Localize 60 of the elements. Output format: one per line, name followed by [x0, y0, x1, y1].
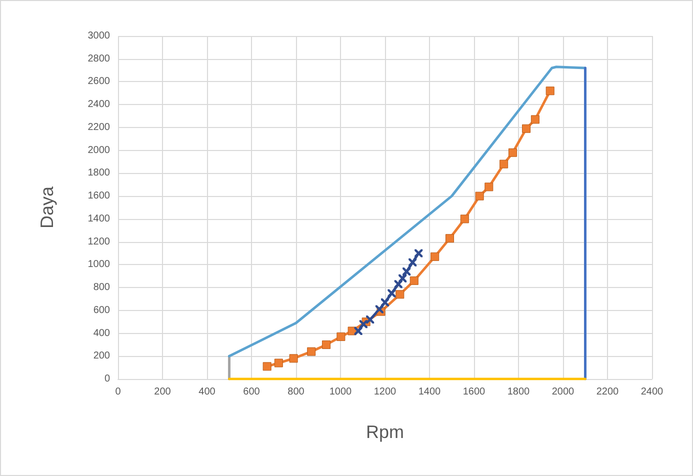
y-tick-label: 1600 [88, 190, 110, 202]
x-tick-label: 1000 [329, 386, 352, 398]
point [289, 354, 298, 363]
line-series [228, 66, 586, 358]
point [381, 298, 389, 306]
y-axis-title: Daya [37, 186, 57, 229]
y-tick-label: 1000 [88, 259, 110, 270]
x-tick-label: 0 [115, 386, 122, 398]
x-tick-label: 1200 [374, 386, 397, 398]
x-tick-label: 2200 [596, 386, 620, 398]
point [402, 268, 411, 276]
y-tick-label: 0 [104, 374, 110, 384]
x-tick-label: 2400 [640, 386, 664, 398]
y-tick-label: 400 [93, 328, 110, 339]
y-tick-label: 600 [93, 304, 110, 316]
x-tick-label: 200 [154, 386, 172, 398]
x-tick-label: 1600 [462, 386, 486, 398]
point [396, 290, 404, 299]
point [388, 289, 396, 298]
y-tick-label: 1800 [88, 168, 110, 179]
point [307, 347, 316, 356]
point [445, 234, 454, 243]
point [366, 316, 374, 324]
x-tick-label: 1800 [507, 386, 530, 398]
point [500, 160, 508, 168]
x-tick-label: 2000 [552, 386, 575, 398]
point [262, 362, 272, 371]
y-tick-label: 2600 [88, 76, 110, 88]
y-tick-label: 800 [93, 282, 110, 294]
point [522, 124, 531, 133]
point [408, 258, 417, 266]
point [336, 332, 346, 341]
point [530, 115, 540, 124]
point [484, 182, 494, 192]
point [322, 340, 331, 349]
y-tick-label: 2000 [88, 144, 110, 156]
point [375, 305, 384, 314]
y-tick-label: 1400 [88, 213, 110, 224]
x-tick-label: 600 [243, 386, 260, 398]
point [359, 320, 368, 328]
point [460, 214, 469, 224]
point [546, 86, 554, 96]
point [475, 192, 484, 200]
y-tick-label: 3000 [88, 30, 110, 42]
y-tick-label: 1200 [88, 236, 110, 248]
point [430, 252, 440, 261]
point [414, 249, 423, 258]
y-tick-label: 200 [93, 350, 110, 362]
point [410, 276, 418, 285]
point [274, 358, 283, 368]
y-tick-label: 2800 [88, 53, 110, 64]
y-tick-label: 2200 [88, 122, 110, 133]
point [354, 326, 362, 335]
point [398, 274, 407, 282]
x-axis-title: Rpm [366, 422, 404, 442]
x-tick-label: 800 [288, 386, 305, 398]
point [508, 148, 517, 157]
y-tick-label: 2400 [88, 99, 110, 110]
x-tick-label: 400 [198, 386, 216, 398]
x-tick-label: 1400 [418, 386, 442, 398]
